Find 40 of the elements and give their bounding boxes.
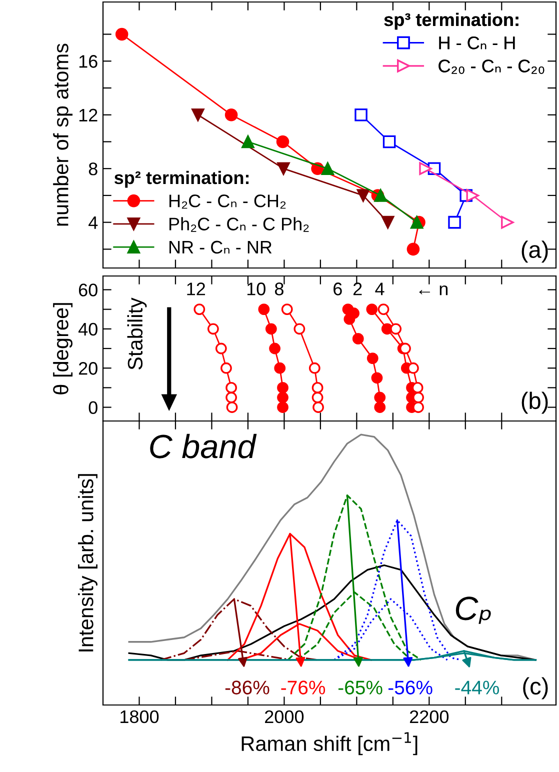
legend-label: C₂₀ - Cₙ - C₂₀ (438, 60, 544, 74)
annotation: ← n (419, 285, 448, 296)
annotation: -86% (225, 680, 270, 694)
y-tick-label: 0 (88, 401, 98, 414)
legend-label: NR - Cₙ - NR (169, 240, 272, 254)
y-axis-title: number of sp atoms (53, 44, 72, 226)
y-tick-label: 60 (78, 284, 98, 296)
annotation: 12 (187, 282, 205, 296)
x-tick-label: 1800 (120, 710, 159, 724)
annotation: 6 (334, 282, 342, 296)
y-tick-label: 16 (79, 55, 98, 68)
annotation: 10 (247, 282, 266, 296)
annotation: 2 (353, 282, 362, 296)
x-tick-label: 2000 (265, 710, 304, 724)
annotation: -56% (388, 680, 432, 694)
y-tick-label: 40 (78, 322, 98, 336)
annotation: 8 (274, 282, 284, 296)
y-tick-label: 4 (88, 216, 98, 229)
annotation: -65% (338, 680, 382, 694)
annotation: C band (150, 434, 257, 458)
y-tick-label: 20 (78, 362, 98, 375)
y-axis-title: θ [degree] (53, 303, 72, 394)
legend-label: Ph₂C - Cₙ - C Ph₂ (169, 217, 309, 232)
legend-label: H - Cₙ - H (439, 36, 515, 50)
x-tick-label: 2200 (410, 710, 449, 724)
annotation: -76% (281, 680, 326, 694)
y-tick-label: 12 (79, 108, 98, 122)
annotation: (a) (522, 240, 548, 263)
x-axis-title: Raman shift [cm$^{−1}$] (242, 732, 418, 756)
text: sp³ termination: (384, 12, 518, 30)
y-tick-label: 8 (88, 162, 98, 176)
annotation: Stability (127, 298, 147, 370)
annotation: 4 (375, 282, 384, 296)
annotation: Cₚ (456, 596, 491, 624)
text: (c) (523, 677, 548, 700)
text: sp² termination: (114, 170, 249, 188)
y-axis-title: Intensity [arb. units] (78, 474, 98, 652)
legend-label: H₂C - Cₙ - CH₂ (169, 194, 286, 209)
annotation: (b) (522, 392, 548, 414)
annotation: -44% (455, 680, 499, 694)
